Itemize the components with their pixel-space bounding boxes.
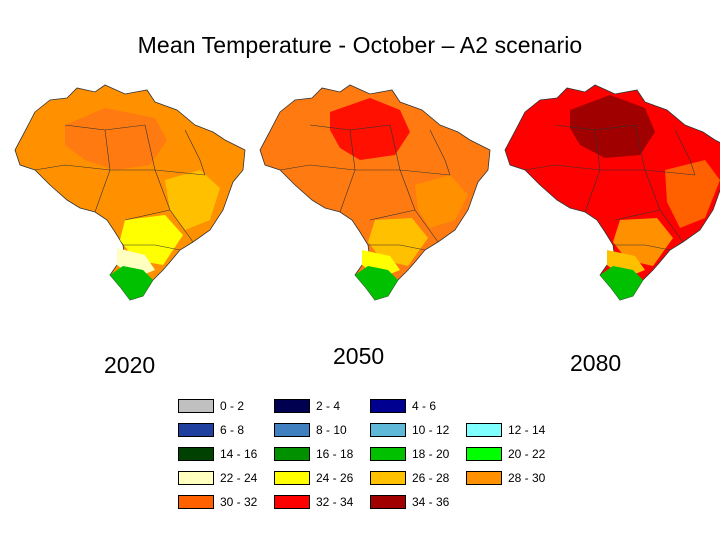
south-green-region <box>600 266 643 300</box>
center-hot-region <box>330 98 410 160</box>
legend-label: 24 - 26 <box>316 471 354 485</box>
legend-label: 14 - 16 <box>220 447 258 461</box>
legend-item: 4 - 6 <box>370 398 464 416</box>
legend-label: 12 - 14 <box>508 423 546 437</box>
legend-item: 0 - 2 <box>178 398 272 416</box>
temperature-legend: 0 - 2 2 - 4 4 - 6 6 - 8 8 - 10 10 - 12 12 - 14… <box>178 398 578 516</box>
legend-item: 18 - 20 <box>370 446 464 464</box>
legend-item: 30 - 32 <box>178 494 272 512</box>
legend-item: 28 - 30 <box>466 470 560 488</box>
legend-item: 24 - 26 <box>274 470 368 488</box>
legend-swatch <box>274 471 310 485</box>
legend-label: 0 - 2 <box>220 399 245 413</box>
legend-item: 34 - 36 <box>370 494 464 512</box>
legend-label: 28 - 30 <box>508 471 546 485</box>
legend-label: 18 - 20 <box>412 447 450 461</box>
legend-item: 14 - 16 <box>178 446 272 464</box>
legend-item: 2 - 4 <box>274 398 368 416</box>
legend-swatch <box>178 447 214 461</box>
brazil-map-2020 <box>5 70 255 310</box>
page-title: Mean Temperature - October – A2 scenario <box>137 32 583 58</box>
legend-item: 22 - 24 <box>178 470 272 488</box>
year-label-2050: 2050 <box>333 343 385 369</box>
south-east-orange-region <box>613 218 673 266</box>
legend-swatch <box>274 399 310 413</box>
legend-item: 6 - 8 <box>178 422 272 440</box>
south-east-yellow-region <box>120 215 183 265</box>
legend-label: 32 - 34 <box>316 495 354 509</box>
legend-item: 20 - 22 <box>466 446 560 464</box>
legend-label: 20 - 22 <box>508 447 546 461</box>
legend-item: 32 - 34 <box>274 494 368 512</box>
legend-swatch <box>178 399 214 413</box>
legend-swatch <box>178 471 214 485</box>
east-warm-region <box>415 175 468 228</box>
center-hot-region <box>65 108 167 170</box>
year-label-2080: 2080 <box>570 350 622 376</box>
year-label-2020: 2020 <box>104 352 156 378</box>
east-cooler-region <box>165 170 220 230</box>
legend-swatch <box>370 423 406 437</box>
legend-item: 26 - 28 <box>370 470 464 488</box>
legend-label: 34 - 36 <box>412 495 450 509</box>
legend-label: 2 - 4 <box>316 399 341 413</box>
south-green-region <box>355 266 398 300</box>
legend-swatch <box>466 447 502 461</box>
legend-swatch <box>370 447 406 461</box>
legend-swatch <box>274 495 310 509</box>
legend-swatch <box>274 447 310 461</box>
legend-label: 30 - 32 <box>220 495 258 509</box>
legend-item: 10 - 12 <box>370 422 464 440</box>
legend-label: 4 - 6 <box>412 399 437 413</box>
legend-swatch <box>466 423 502 437</box>
legend-swatch <box>274 423 310 437</box>
brazil-outline <box>259 84 491 301</box>
legend-item: 16 - 18 <box>274 446 368 464</box>
legend-label: 8 - 10 <box>316 423 347 437</box>
legend-item: 8 - 10 <box>274 422 368 440</box>
legend-swatch <box>178 495 214 509</box>
south-east-yellow-region <box>368 218 428 266</box>
legend-label: 16 - 18 <box>316 447 354 461</box>
brazil-map-2080 <box>495 70 720 310</box>
legend-label: 10 - 12 <box>412 423 450 437</box>
legend-swatch <box>178 423 214 437</box>
center-extreme-region <box>570 95 655 158</box>
legend-label: 26 - 28 <box>412 471 450 485</box>
legend-swatch <box>370 399 406 413</box>
east-warm-region <box>665 160 720 228</box>
south-green-region <box>110 266 153 300</box>
brazil-map-2050 <box>250 70 500 310</box>
legend-label: 6 - 8 <box>220 423 245 437</box>
legend-swatch <box>370 495 406 509</box>
legend-swatch <box>466 471 502 485</box>
legend-swatch <box>370 471 406 485</box>
legend-label: 22 - 24 <box>220 471 258 485</box>
legend-item: 12 - 14 <box>466 422 560 440</box>
